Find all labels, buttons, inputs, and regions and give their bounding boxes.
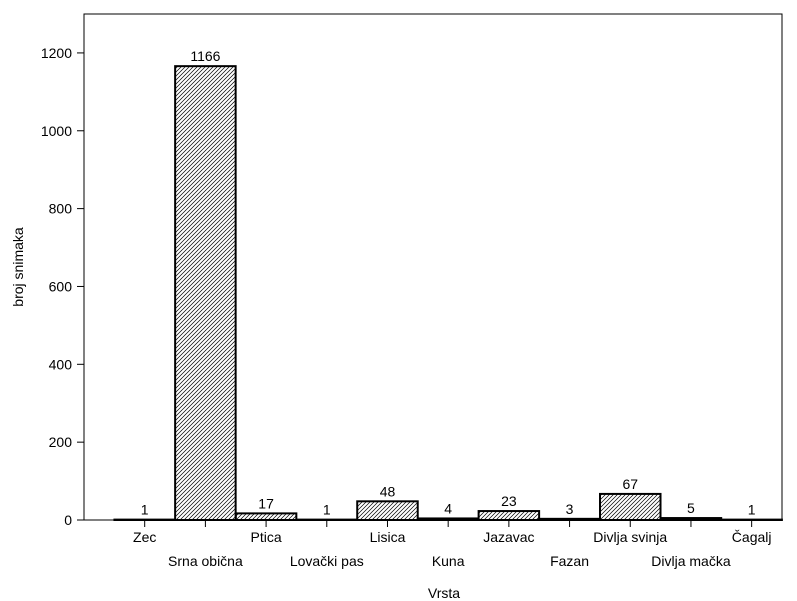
x-tick-label: Srna obična — [168, 553, 243, 569]
x-tick-label: Zec — [133, 529, 156, 545]
y-tick-label: 0 — [64, 512, 72, 528]
y-axis: 0 200 400 600 800 1000 1200 — [41, 45, 84, 528]
data-label: 1166 — [190, 48, 220, 64]
y-tick-label: 800 — [49, 201, 73, 217]
y-tick-label: 1200 — [41, 45, 72, 61]
bar — [477, 510, 541, 522]
x-tick-label: Čagalj — [732, 529, 772, 545]
data-label: 48 — [380, 483, 396, 499]
x-tick-label: Divlja svinja — [593, 529, 667, 545]
data-label: 3 — [566, 501, 574, 517]
bar — [416, 517, 480, 521]
x-tick-label: Fazan — [550, 553, 589, 569]
y-tick-label: 200 — [49, 434, 73, 450]
x-tick-label: Divlja mačka — [651, 553, 731, 569]
data-label: 4 — [444, 500, 452, 516]
bar — [599, 492, 662, 521]
x-tick-label: Ptica — [251, 529, 282, 545]
bar — [659, 517, 723, 521]
bar — [174, 65, 237, 521]
y-tick-label: 600 — [49, 278, 73, 294]
x-tick-label: Lovački pas — [290, 553, 364, 569]
x-axis-title: Vrsta — [428, 585, 460, 601]
bars — [113, 65, 783, 522]
data-labels: 1 1166 17 1 48 4 23 3 67 5 1 — [141, 48, 756, 517]
y-axis-title: broj snimaka — [10, 227, 26, 307]
bar — [234, 512, 298, 521]
data-label: 1 — [141, 502, 149, 518]
data-label: 1 — [748, 502, 756, 518]
y-tick-label: 400 — [49, 356, 73, 372]
y-tick-label: 1000 — [41, 123, 72, 139]
bar — [356, 500, 419, 522]
data-label: 5 — [687, 500, 695, 516]
x-tick-label: Jazavac — [483, 529, 534, 545]
data-label: 1 — [323, 502, 331, 518]
bar — [538, 517, 601, 522]
x-tick-label: Lisica — [370, 529, 406, 545]
data-label: 17 — [258, 495, 274, 511]
data-label: 67 — [622, 476, 638, 492]
data-label: 23 — [501, 493, 517, 509]
x-tick-label: Kuna — [432, 553, 465, 569]
x-axis: Zec Srna obična Ptica Lovački pas Lisica Kuna… — [133, 520, 772, 569]
